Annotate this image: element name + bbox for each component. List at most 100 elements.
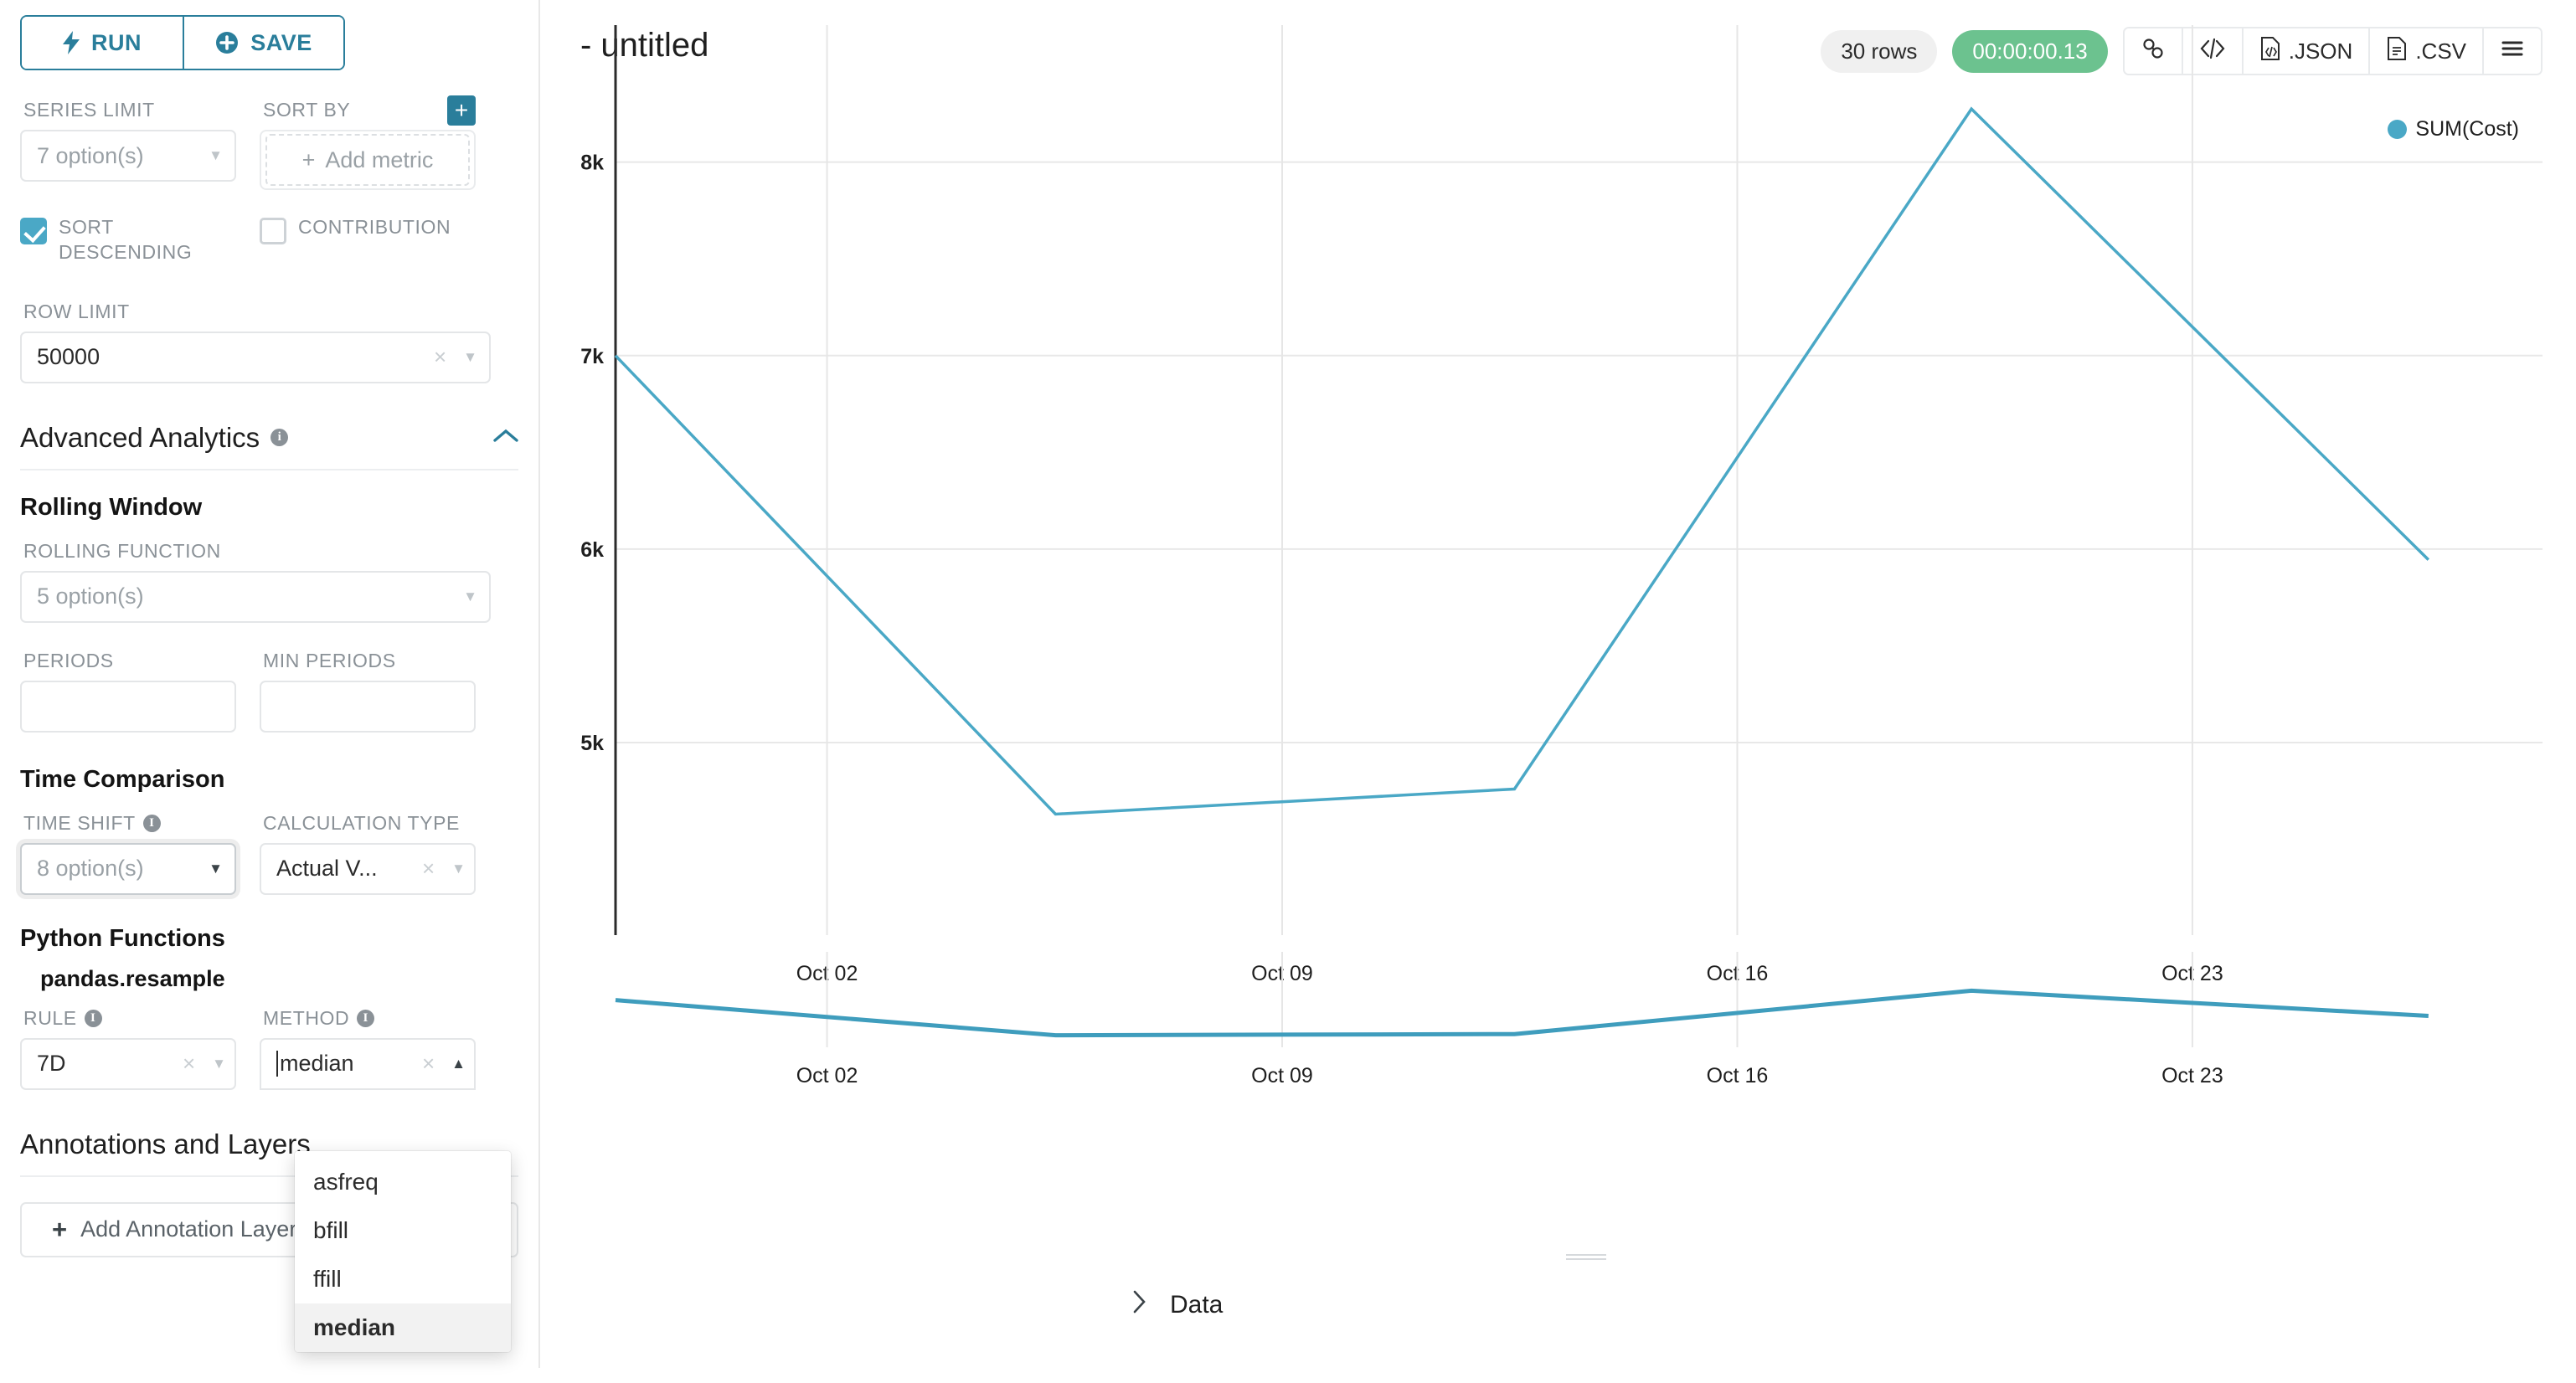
min-periods-field: MIN PERIODS [260,650,476,733]
clear-icon[interactable]: × [421,1051,435,1077]
sort-descending-checkbox[interactable]: SORT DESCENDING [20,215,236,265]
info-icon[interactable]: i [357,1009,375,1027]
plus-circle-icon [215,31,239,54]
hamburger-menu-icon [2500,38,2525,65]
min-periods-input[interactable] [260,680,476,733]
control-panel: RUN SAVE SERIES LIMIT 7 op [0,0,540,1368]
data-panel-label: Data [1170,1290,1224,1319]
panel-resize-handle[interactable] [1566,1254,1606,1262]
legend-color-swatch [2388,120,2408,139]
plus-icon: + [52,1214,68,1244]
row-limit-label: ROW LIMIT [23,300,130,322]
python-function-name: pandas.resample [40,965,225,991]
share-link-button[interactable] [2124,28,2182,74]
add-sort-metric-button[interactable]: + [447,95,476,126]
python-functions-title: Python Functions [20,924,225,952]
time-shift-value: 8 option(s) [37,856,144,882]
rolling-function-label: ROLLING FUNCTION [23,539,221,562]
sort-by-label: SORT BY [263,99,351,121]
calculation-type-field: CALCULATION TYPE Actual V... × ▼ [260,812,476,895]
contribution-checkbox[interactable]: CONTRIBUTION [260,215,476,265]
calculation-type-select[interactable]: Actual V... × ▼ [260,842,476,895]
rolling-window-title: Rolling Window [20,493,203,521]
series-limit-label: SERIES LIMIT [23,99,155,121]
periods-field: PERIODS [20,650,236,733]
svg-text:Oct 23: Oct 23 [2161,1064,2223,1087]
time-shift-select[interactable]: 8 option(s) ▼ [20,842,236,895]
chart-action-toolbar: .JSON .CSV [2122,27,2543,75]
share-link-icon [2141,36,2166,67]
method-option-asfreq[interactable]: asfreq [313,1169,379,1195]
min-periods-label: MIN PERIODS [263,649,396,671]
info-icon[interactable]: i [84,1009,102,1027]
rows-badge: 30 rows [1821,29,1938,73]
more-menu-button[interactable] [2482,28,2541,74]
checkbox-unchecked-icon [260,218,286,244]
save-button-label: SAVE [250,29,312,55]
rule-label: RULE i [23,1007,236,1030]
data-panel-toggle[interactable]: Data [1131,1289,1223,1320]
info-icon[interactable]: i [270,429,289,447]
export-csv-button[interactable]: .CSV [2368,28,2482,74]
row-limit-select[interactable]: 50000 × ▼ [20,331,491,383]
export-csv-label: .CSV [2415,38,2466,64]
periods-input[interactable] [20,680,236,733]
chart-pane: - untitled 30 rows 00:00:00.13 [540,0,2576,1368]
chevron-up-icon: ▲ [451,1055,466,1072]
svg-text:Oct 02: Oct 02 [796,1064,858,1087]
add-annotation-layer-label: Add Annotation Layer [80,1216,297,1242]
svg-text:5k: 5k [580,732,604,755]
svg-text:8k: 8k [580,152,604,175]
annotations-title: Annotations and Layers [20,1128,311,1159]
calculation-type-value: Actual V... [276,856,378,882]
chevron-up-icon[interactable] [493,426,518,449]
advanced-analytics-header[interactable]: Advanced Analytics i [20,422,518,470]
svg-text:6k: 6k [580,538,604,562]
rolling-function-select[interactable]: 5 option(s) ▼ [20,570,491,623]
embed-code-button[interactable] [2181,28,2242,74]
json-file-icon [2259,36,2281,67]
run-button[interactable]: RUN [22,17,183,69]
clear-icon[interactable]: × [421,856,435,882]
svg-text:7k: 7k [580,345,604,368]
page-title: - untitled [580,27,709,64]
info-icon[interactable]: i [142,814,161,832]
clear-icon[interactable]: × [182,1051,196,1077]
chart-legend: SUM(Cost) [2388,117,2519,141]
method-select[interactable]: median × ▲ [260,1037,476,1090]
add-metric-placeholder[interactable]: + Add metric [265,134,470,186]
method-dropdown-menu[interactable]: asfreq bfill ffill median [295,1151,511,1352]
chart-header-actions: 30 rows 00:00:00.13 [1821,27,2543,75]
export-json-label: .JSON [2288,38,2353,64]
method-option-bfill[interactable]: bfill [313,1217,349,1243]
calculation-type-label: CALCULATION TYPE [263,811,460,834]
chevron-right-icon [1131,1289,1148,1320]
time-shift-field: TIME SHIFT i 8 option(s) ▼ [20,812,236,895]
clear-icon[interactable]: × [433,344,447,370]
sort-descending-label: SORT DESCENDING [59,216,193,263]
rule-select[interactable]: 7D × ▼ [20,1037,236,1090]
periods-label: PERIODS [23,649,114,671]
series-limit-value: 7 option(s) [37,142,144,168]
csv-file-icon [2386,36,2408,67]
legend-label: SUM(Cost) [2415,117,2519,141]
row-limit-value: 50000 [37,344,100,370]
save-button[interactable]: SAVE [183,17,343,69]
add-annotation-layer-button[interactable]: + Add Annotation Layer [20,1201,518,1257]
advanced-analytics-title: Advanced Analytics i [20,422,289,454]
chart-header: - untitled 30 rows 00:00:00.13 [540,0,2576,90]
method-field: METHOD i median × ▲ [260,1007,476,1090]
embed-code-icon [2199,37,2226,66]
method-option-median[interactable]: median [295,1303,511,1352]
series-limit-field: SERIES LIMIT 7 option(s) ▼ [20,99,236,190]
sort-by-dropzone[interactable]: + Add metric [260,130,476,190]
annotations-header[interactable]: Annotations and Layers [20,1129,518,1177]
method-option-ffill[interactable]: ffill [313,1266,342,1292]
export-json-button[interactable]: .JSON [2241,28,2369,74]
plus-icon: + [301,147,316,172]
series-limit-select[interactable]: 7 option(s) ▼ [20,130,236,182]
contribution-label: CONTRIBUTION [298,216,451,238]
chevron-down-icon: ▼ [209,147,223,163]
